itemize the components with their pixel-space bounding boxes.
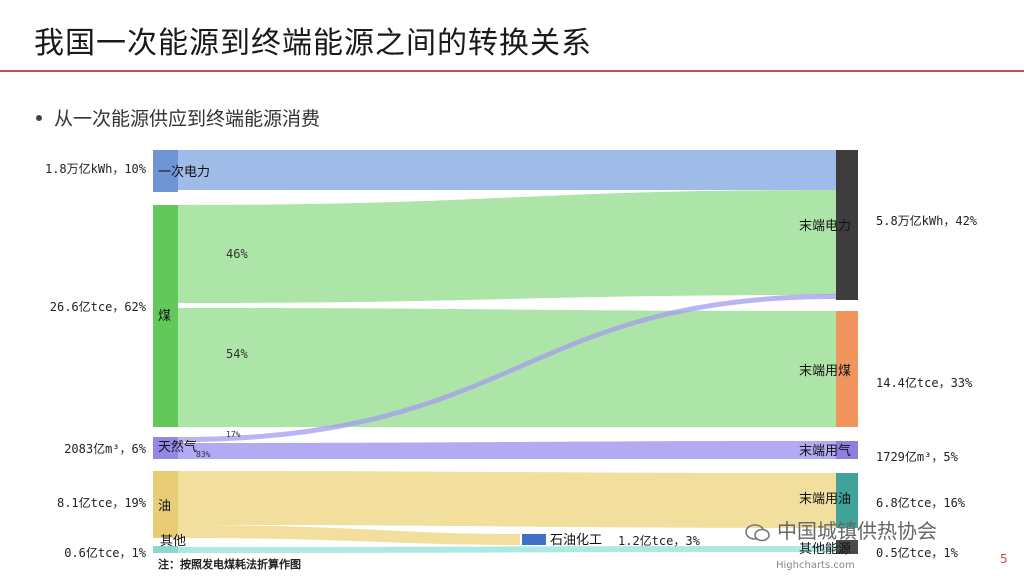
footnote: 注：按照发电煤耗法折算作图 xyxy=(158,558,301,571)
node-label-oil: 油 xyxy=(158,499,171,514)
flow-label-gas-elec: 17% xyxy=(226,430,241,439)
flow-coal-to-end-electric xyxy=(178,190,836,303)
node-label-natural-gas: 天然气 xyxy=(158,439,197,455)
node-end-coal xyxy=(836,311,858,427)
page-number: 5 xyxy=(1000,552,1008,566)
node-end-electric xyxy=(836,150,858,300)
watermark: 中国城镇供热协会 xyxy=(745,515,937,544)
sankey-flows xyxy=(178,150,836,553)
value-label-primary-electric: 1.8万亿kWh，10% xyxy=(44,162,146,176)
node-label-end-other: 其他能源 xyxy=(799,542,851,557)
node-label-end-oil: 末端用油 xyxy=(799,492,851,507)
flow-other-to-end-other xyxy=(178,546,836,553)
value-label-end-oil: 6.8亿tce，16% xyxy=(876,496,966,510)
node-label-coal: 煤 xyxy=(158,309,171,324)
value-label-natural-gas: 2083亿m³，6% xyxy=(64,442,146,456)
node-label-end-coal: 末端用煤 xyxy=(799,364,851,379)
node-coal xyxy=(153,205,178,427)
node-label-end-electric: 末端电力 xyxy=(799,219,851,234)
flow-coal-to-end-coal xyxy=(178,308,836,427)
value-label-end-electric: 5.8万亿kWh，42% xyxy=(876,214,978,228)
flow-oil-to-end-oil xyxy=(178,471,836,528)
value-label-petrochem: 1.2亿tce，3% xyxy=(618,534,700,548)
target-nodes xyxy=(836,150,858,554)
node-petrochem xyxy=(522,534,546,545)
node-label-end-gas: 末端用气 xyxy=(799,443,851,459)
node-oil xyxy=(153,471,178,538)
value-label-coal: 26.6亿tce，62% xyxy=(49,300,146,314)
value-label-end-gas: 1729亿m³，5% xyxy=(876,450,958,464)
watermark-text: 中国城镇供热协会 xyxy=(777,519,937,543)
section-subtitle: 从一次能源供应到终端能源消费 xyxy=(36,104,320,131)
highcharts-credit[interactable]: Highcharts.com xyxy=(776,560,855,571)
node-end-gas xyxy=(836,441,858,459)
bullet-icon xyxy=(36,114,42,121)
node-end-other xyxy=(836,540,858,554)
wechat-icon xyxy=(745,523,770,541)
node-other xyxy=(153,546,178,553)
flow-elec-to-end-electric xyxy=(178,150,836,190)
flow-label-coal-elec: 46% xyxy=(226,247,248,261)
flow-oil-to-petrochem xyxy=(178,525,520,545)
subtitle-text: 从一次能源供应到终端能源消费 xyxy=(54,108,321,130)
source-nodes xyxy=(153,150,178,553)
node-label-petrochem: 石油化工 xyxy=(550,533,602,548)
node-primary-electric xyxy=(153,150,178,192)
node-label-primary-electric: 一次电力 xyxy=(158,164,210,180)
node-end-oil xyxy=(836,473,858,528)
flow-label-gas-gas: 83% xyxy=(196,450,211,459)
page-title: 我国一次能源到终端能源之间的转换关系 xyxy=(34,26,592,61)
flow-label-coal-coal: 54% xyxy=(226,347,248,361)
value-label-end-other: 0.5亿tce，1% xyxy=(876,546,958,560)
value-label-other: 0.6亿tce，1% xyxy=(64,546,146,560)
node-natural-gas xyxy=(153,437,178,459)
title-divider xyxy=(0,70,1024,72)
flow-gas-to-end-gas xyxy=(178,441,836,459)
value-label-end-coal: 14.4亿tce，33% xyxy=(876,376,973,390)
node-label-other: 其他 xyxy=(160,534,186,549)
value-label-oil: 8.1亿tce，19% xyxy=(56,496,146,510)
